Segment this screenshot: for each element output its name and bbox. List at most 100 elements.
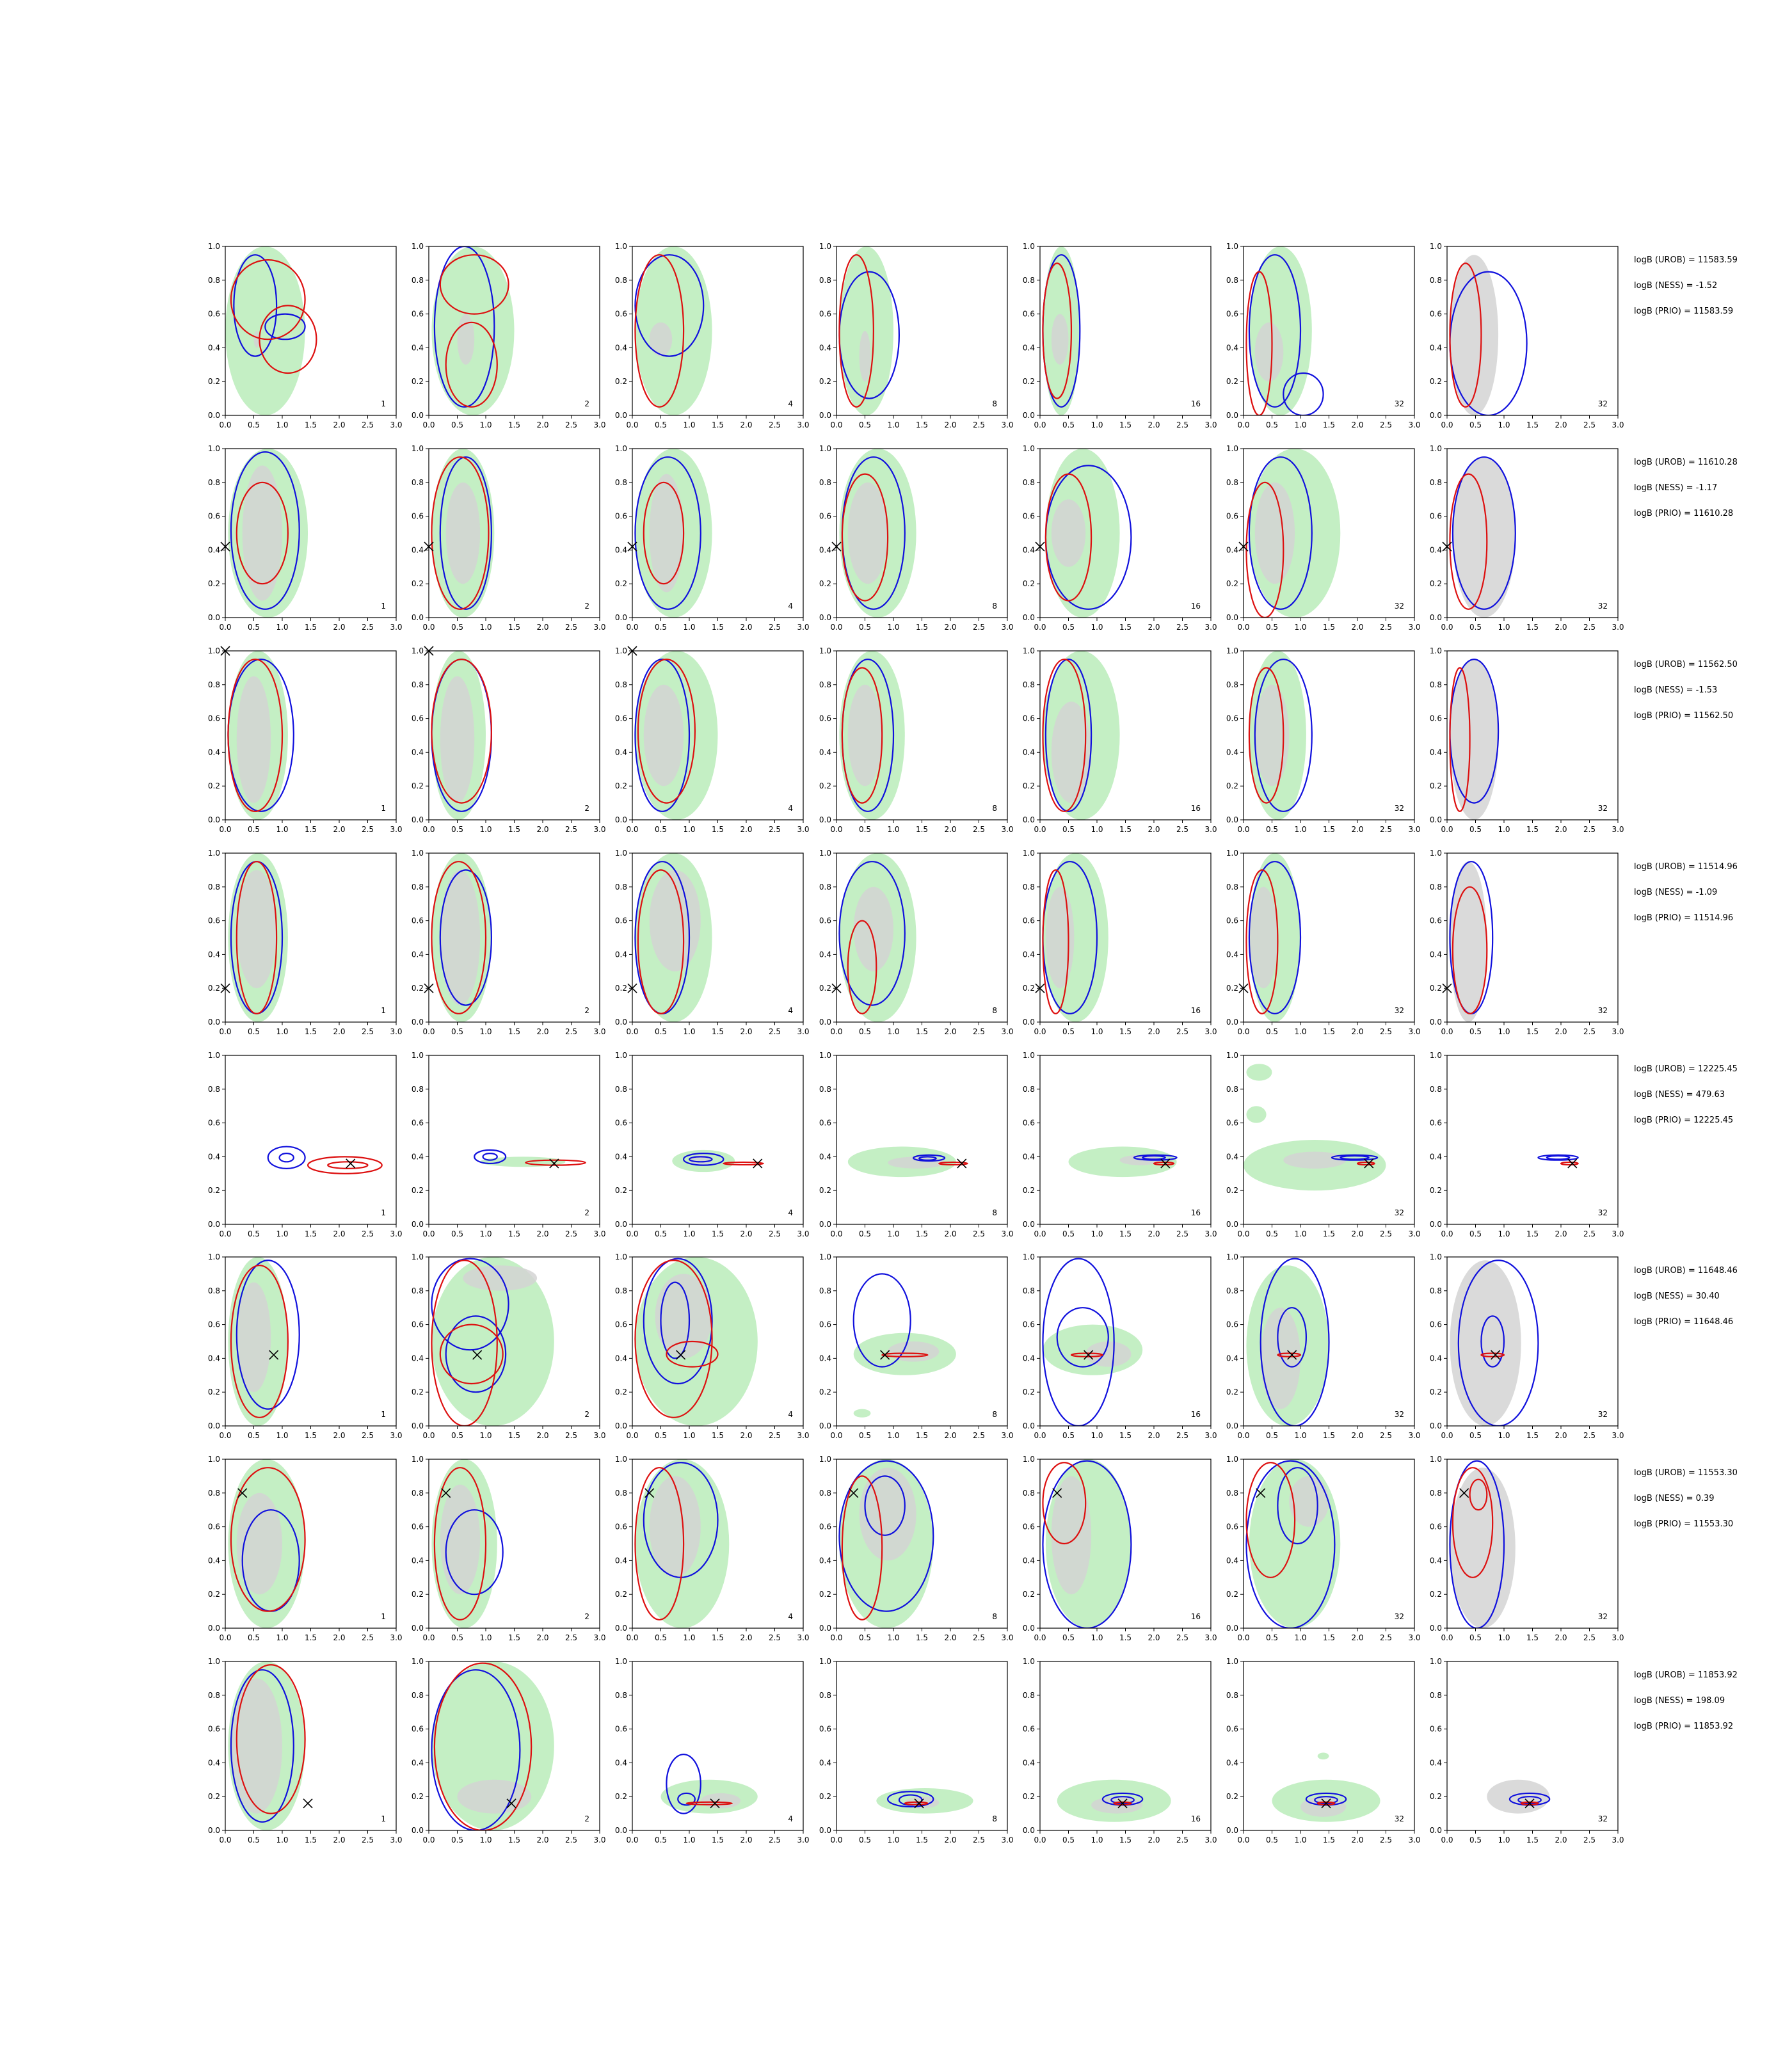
x-tick-label: 3.0	[390, 1431, 402, 1440]
x-tick-label: 1.0	[887, 623, 899, 632]
x-tick-label: 0.0	[1441, 1431, 1453, 1440]
y-tick-label: 0.6	[1430, 916, 1442, 925]
logb-text: logB (UROB) = 11648.46	[1634, 1266, 1738, 1276]
y-tick-label: 0.0	[819, 815, 831, 824]
grey-density-region	[643, 684, 684, 787]
grey-density-region	[440, 870, 481, 1005]
x-tick-label: 1.5	[1119, 420, 1132, 429]
y-tick-label: 0.8	[412, 1691, 424, 1700]
red-contour	[227, 659, 284, 812]
plot-area	[847, 1146, 968, 1178]
x-tick-label: 1.5	[1323, 825, 1335, 834]
y-tick-label: 0.8	[819, 1489, 831, 1498]
y-tick-label: 0.8	[615, 883, 627, 892]
red-contour	[307, 1156, 383, 1174]
x-tick-label: 2.0	[1148, 1027, 1160, 1036]
y-tick-label: 0.0	[1430, 1421, 1442, 1430]
y-tick-label: 0.4	[1226, 1758, 1238, 1767]
x-tick-label: 1.0	[479, 420, 492, 429]
y-tick-label: 0.8	[208, 1085, 220, 1094]
panel-r3-c4: 0.0 0.5 1.0 1.5 2.0 2.5 3.0 0.0 0.2 0.4 0.6 0.8 1.0 8	[819, 646, 1014, 834]
x-tick-label: 3.0	[390, 1027, 402, 1036]
plot-area	[634, 449, 712, 618]
red-contour	[1042, 1462, 1087, 1545]
panel-sample-label: 8	[992, 1612, 997, 1621]
y-tick-label: 0.0	[615, 1421, 627, 1430]
x-tick-label: 2.5	[1583, 1027, 1596, 1036]
x-tick-label: 1.0	[479, 1229, 492, 1238]
x-tick-label: 2.5	[1380, 623, 1392, 632]
x-tick-label: 0.0	[1237, 1836, 1249, 1844]
grey-density-region	[649, 870, 701, 972]
panel-sample-label: 2	[584, 1814, 589, 1823]
x-tick-label: 0.5	[859, 1836, 871, 1844]
red-contour	[634, 1260, 713, 1418]
y-tick-label: 1.0	[208, 849, 220, 858]
x-tick-label: 1.5	[916, 1633, 928, 1642]
y-tick-label: 0.8	[1023, 1489, 1035, 1498]
x-tick-label: 2.5	[769, 623, 781, 632]
logb-text: logB (PRIO) = 11562.50	[1634, 711, 1733, 721]
x-tick-label: 2.5	[973, 420, 985, 429]
panel-r5-c2: 0.0 0.5 1.0 1.5 2.0 2.5 3.0 0.0 0.2 0.4 0.6 0.8 1.0 2	[412, 1051, 606, 1238]
x-tick-label: 1.0	[276, 1836, 288, 1844]
x-tick-label: 0.5	[451, 1836, 463, 1844]
y-tick-label: 0.4	[819, 1152, 831, 1161]
panel-r3-c2: 0.0 0.5 1.0 1.5 2.0 2.5 3.0 0.0 0.2 0.4 0.6 0.8 1.0 2	[412, 646, 606, 834]
y-tick-label: 0.6	[615, 310, 627, 319]
x-tick-label: 3.0	[1408, 1633, 1420, 1642]
x-tick-label: 2.5	[1583, 1836, 1596, 1844]
panel-sample-label: 8	[992, 1006, 997, 1015]
x-tick-label: 2.0	[536, 1836, 548, 1844]
panel-r4-c3: 0.0 0.5 1.0 1.5 2.0 2.5 3.0 0.0 0.2 0.4 0.6 0.8 1.0 4	[615, 849, 810, 1036]
truth-marker	[441, 1488, 451, 1498]
x-tick-label: 1.0	[887, 825, 899, 834]
panel-sample-label: 8	[992, 1208, 997, 1217]
y-tick-label: 1.0	[1023, 1657, 1035, 1666]
y-tick-label: 1.0	[819, 1455, 831, 1464]
x-tick-label: 1.5	[1526, 1431, 1539, 1440]
y-tick-label: 1.0	[819, 1051, 831, 1060]
y-tick-label: 0.8	[819, 478, 831, 487]
plot-area	[1245, 853, 1302, 1022]
x-tick-label: 0.0	[422, 1836, 435, 1844]
y-tick-label: 0.4	[1430, 1152, 1442, 1161]
green-density-region	[1317, 1752, 1329, 1760]
x-tick-label: 2.5	[769, 1027, 781, 1036]
plot-area	[852, 1273, 956, 1418]
x-tick-label: 1.0	[1294, 825, 1306, 834]
panel-sample-label: 1	[381, 399, 386, 408]
x-tick-label: 0.0	[422, 1633, 435, 1642]
red-contour	[431, 456, 490, 610]
x-tick-label: 0.5	[655, 1633, 667, 1642]
y-tick-label: 0.4	[819, 1354, 831, 1363]
x-tick-label: 1.0	[276, 825, 288, 834]
grey-density-region	[1283, 1151, 1347, 1169]
panel-r5-c4: 0.0 0.5 1.0 1.5 2.0 2.5 3.0 0.0 0.2 0.4 0.6 0.8 1.0 8	[819, 1051, 1014, 1238]
y-tick-label: 0.0	[1226, 1220, 1238, 1229]
y-tick-label: 0.4	[412, 545, 424, 554]
x-tick-label: 3.0	[1408, 420, 1420, 429]
x-tick-label: 2.0	[740, 1027, 752, 1036]
plot-area	[228, 1257, 300, 1426]
blue-contour	[1537, 1154, 1579, 1161]
x-tick-label: 0.5	[451, 1633, 463, 1642]
x-tick-label: 2.5	[1176, 825, 1188, 834]
x-tick-label: 3.0	[593, 1836, 605, 1844]
y-tick-label: 0.2	[819, 1590, 831, 1599]
x-tick-label: 2.5	[769, 1229, 781, 1238]
blue-contour	[264, 313, 306, 340]
truth-marker	[1567, 1158, 1578, 1169]
x-tick-label: 0.0	[830, 1229, 842, 1238]
grey-density-region	[1254, 322, 1284, 382]
blue-contour	[864, 1475, 906, 1536]
x-tick-label: 2.5	[1583, 623, 1596, 632]
truth-marker	[1084, 1350, 1094, 1360]
panel-sample-label: 8	[992, 1814, 997, 1823]
x-tick-label: 3.0	[390, 1836, 402, 1844]
panel-sample-label: 2	[584, 1410, 589, 1419]
x-tick-label: 0.5	[1469, 1633, 1482, 1642]
plot-area	[1042, 1459, 1132, 1628]
x-tick-label: 1.5	[1526, 1633, 1539, 1642]
axes-frame	[428, 1055, 600, 1225]
